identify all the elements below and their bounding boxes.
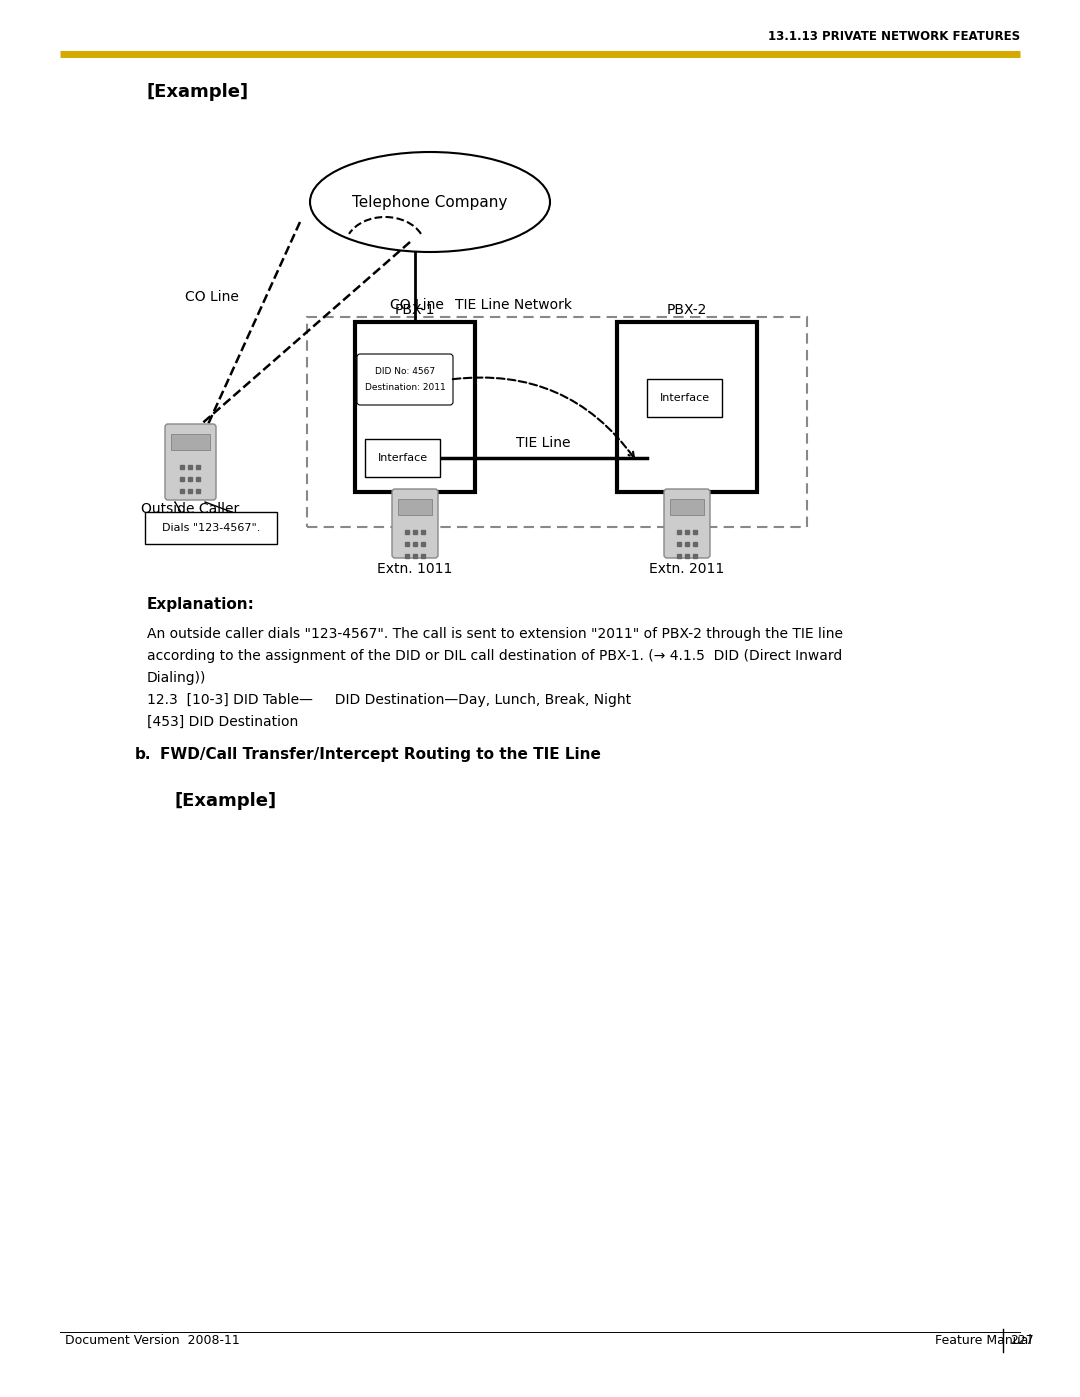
Text: according to the assignment of the DID or DIL call destination of PBX-1. (→ 4.1.: according to the assignment of the DID o… (147, 650, 842, 664)
FancyBboxPatch shape (617, 321, 757, 492)
Text: Feature Manual: Feature Manual (935, 1334, 1031, 1347)
Text: Extn. 1011: Extn. 1011 (377, 562, 453, 576)
Text: 227: 227 (1010, 1334, 1034, 1347)
Text: FWD/Call Transfer/Intercept Routing to the TIE Line: FWD/Call Transfer/Intercept Routing to t… (160, 747, 600, 761)
FancyBboxPatch shape (365, 439, 440, 476)
Text: Interface: Interface (660, 393, 710, 402)
Text: [Example]: [Example] (147, 82, 249, 101)
FancyBboxPatch shape (392, 489, 438, 557)
Text: PBX-1: PBX-1 (395, 303, 435, 317)
Text: Interface: Interface (377, 453, 428, 462)
FancyBboxPatch shape (647, 379, 723, 416)
FancyBboxPatch shape (145, 511, 276, 543)
FancyBboxPatch shape (165, 425, 216, 500)
FancyBboxPatch shape (664, 489, 710, 557)
FancyBboxPatch shape (355, 321, 475, 492)
Text: Destination: 2011: Destination: 2011 (365, 384, 445, 393)
Text: TIE Line Network: TIE Line Network (455, 298, 572, 312)
Text: Document Version  2008-11: Document Version 2008-11 (65, 1334, 240, 1347)
Text: CO Line: CO Line (390, 298, 444, 312)
Text: An outside caller dials "123-4567". The call is sent to extension "2011" of PBX-: An outside caller dials "123-4567". The … (147, 627, 843, 641)
FancyBboxPatch shape (399, 499, 432, 515)
Text: Dialing)): Dialing)) (147, 671, 206, 685)
Text: Extn. 2011: Extn. 2011 (649, 562, 725, 576)
Text: Outside Caller: Outside Caller (140, 502, 239, 515)
Text: b.: b. (135, 747, 151, 761)
Text: PBX-2: PBX-2 (666, 303, 707, 317)
FancyBboxPatch shape (171, 434, 210, 450)
Text: Telephone Company: Telephone Company (352, 194, 508, 210)
Text: CO Line: CO Line (185, 291, 239, 305)
Text: Explanation:: Explanation: (147, 597, 255, 612)
FancyBboxPatch shape (357, 353, 453, 405)
Text: [453] DID Destination: [453] DID Destination (147, 715, 298, 729)
Text: TIE Line: TIE Line (516, 436, 570, 450)
Text: [Example]: [Example] (175, 792, 278, 810)
FancyBboxPatch shape (670, 499, 704, 515)
Text: 12.3  [10-3] DID Table—     DID Destination—Day, Lunch, Break, Night: 12.3 [10-3] DID Table— DID Destination—D… (147, 693, 631, 707)
Text: Dials "123-4567".: Dials "123-4567". (162, 522, 260, 534)
Text: 13.1.13 PRIVATE NETWORK FEATURES: 13.1.13 PRIVATE NETWORK FEATURES (768, 31, 1020, 43)
Text: DID No: 4567: DID No: 4567 (375, 366, 435, 376)
